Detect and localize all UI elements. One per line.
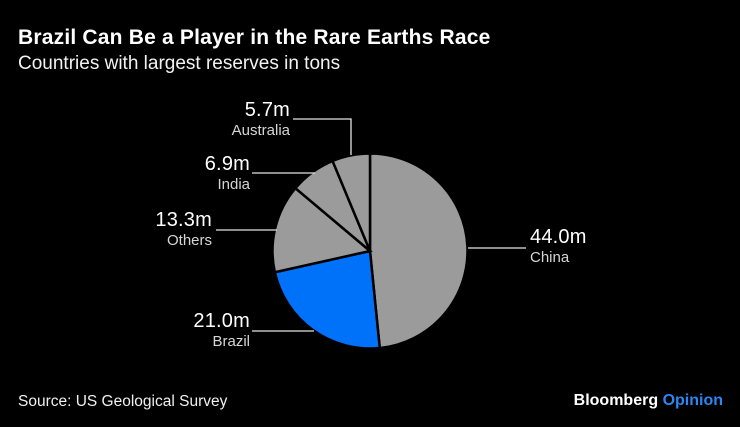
callout-china-label: China [530,249,570,266]
callout-australia: 5.7m Australia [232,99,290,140]
callout-australia-label: Australia [231,122,290,139]
callout-india: 6.9m India [205,153,250,194]
pie-slice-china [368,152,469,350]
pie-slice-others [271,186,373,274]
callout-brazil-label: Brazil [212,333,250,350]
pie-slice-australia [330,152,372,252]
chart-title: Brazil Can Be a Player in the Rare Earth… [18,26,491,49]
callout-brazil: 21.0m Brazil [193,310,250,351]
pie-slice-brazil [273,249,382,350]
callout-others-label: Others [166,232,212,249]
chart-subtitle: Countries with largest reserves in tons [18,53,341,74]
leader-line-australia [293,118,352,155]
callout-india-label: India [217,176,250,193]
callout-others: 13.3m Others [155,209,212,250]
brand-logo: Bloomberg Opinion [574,392,723,410]
chart-header: Brazil Can Be a Player in the Rare Earth… [18,25,491,75]
brand-bloomberg: Bloomberg [573,392,659,409]
source-note: Source: US Geological Survey [18,393,228,410]
callout-brazil-value: 21.0m [193,310,250,332]
callout-china: 44.0m China [530,226,587,267]
callout-india-value: 6.9m [204,153,250,175]
callout-china-value: 44.0m [530,226,587,248]
brand-opinion: Opinion [662,392,723,409]
callout-others-value: 13.3m [155,209,212,231]
callout-australia-value: 5.7m [244,99,290,121]
pie-chart [271,152,469,350]
